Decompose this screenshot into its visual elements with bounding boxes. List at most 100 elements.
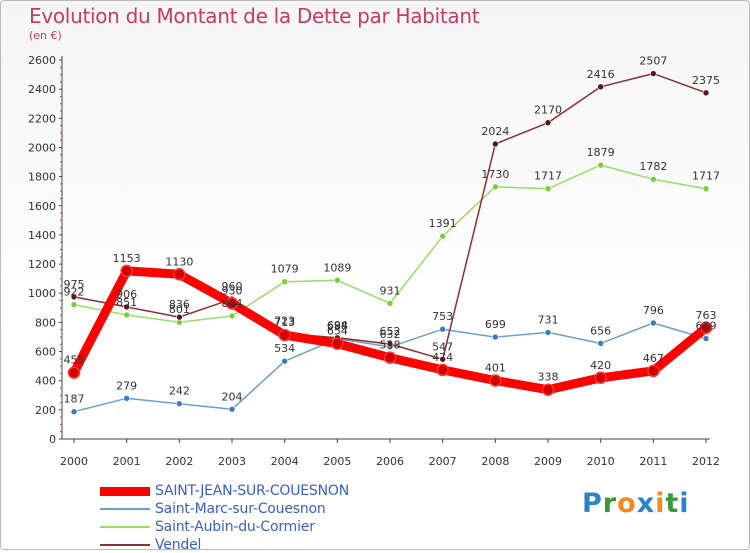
- series-point-0: [541, 383, 555, 396]
- series-point-3: [123, 303, 130, 311]
- series-point-2: [70, 301, 78, 308]
- series-markers: [67, 70, 713, 416]
- series-point-2: [228, 312, 236, 320]
- series-point-3: [70, 293, 78, 301]
- x-tick-label: 2004: [271, 455, 299, 468]
- series-point-3: [492, 140, 499, 148]
- legend-label: Saint-Marc-sur-Couesnon: [155, 501, 326, 517]
- data-label-1: 204: [222, 390, 243, 403]
- data-label-0: 713: [274, 316, 295, 329]
- data-label-2: 1782: [639, 160, 667, 173]
- y-tick-label: 1200: [28, 258, 56, 271]
- series-point-2: [650, 175, 657, 183]
- series-line-3: [73, 72, 707, 361]
- series-point-2: [281, 278, 288, 286]
- data-label-0: 654: [327, 325, 348, 338]
- series-point-3: [650, 70, 657, 77]
- series-point-1: [123, 395, 130, 402]
- series-point-1: [597, 340, 604, 347]
- data-label-3: 694: [327, 319, 348, 332]
- data-label-0: 338: [538, 371, 559, 384]
- series-point-2: [439, 232, 446, 240]
- series-point-2: [123, 311, 130, 319]
- y-tick-label: 200: [35, 404, 56, 417]
- data-label-0: 401: [485, 362, 506, 375]
- series-point-0: [120, 264, 133, 278]
- series-point-0: [173, 268, 186, 281]
- y-tick-label: 600: [35, 346, 56, 359]
- data-label-3: 906: [116, 288, 137, 301]
- x-tick-label: 2010: [587, 455, 615, 468]
- logo-letter: i: [655, 488, 666, 519]
- data-label-2: 851: [116, 296, 137, 309]
- y-tick-label: 1400: [28, 229, 56, 242]
- series-point-3: [386, 340, 394, 348]
- legend-swatch: [100, 544, 150, 546]
- series-point-1: [492, 333, 499, 341]
- x-tick-label: 2001: [113, 455, 141, 468]
- series-point-0: [647, 364, 660, 378]
- data-label-3: 2416: [587, 68, 615, 81]
- data-label-2: 922: [64, 286, 85, 299]
- data-label-0: 467: [643, 352, 664, 365]
- data-label-0: 1153: [113, 252, 141, 265]
- series-point-0: [225, 297, 239, 310]
- series-point-3: [702, 89, 710, 97]
- logo-letter: i: [679, 488, 690, 519]
- data-label-2: 801: [169, 303, 190, 316]
- y-tick-label: 1600: [28, 200, 56, 213]
- series-point-0: [278, 328, 291, 342]
- data-label-2: 844: [222, 297, 243, 310]
- data-label-3: 2024: [481, 125, 509, 138]
- series-point-2: [597, 161, 604, 169]
- logo-letter: x: [636, 488, 656, 519]
- x-tick-label: 2005: [323, 455, 351, 468]
- data-label-3: 975: [64, 278, 85, 291]
- x-tick-label: 2000: [60, 455, 88, 468]
- data-label-2: 931: [380, 284, 401, 297]
- series-point-1: [439, 325, 446, 333]
- data-label-3: 960: [222, 280, 243, 293]
- series-point-2: [334, 276, 341, 284]
- x-tick-label: 2012: [692, 455, 720, 468]
- data-label-2: 1717: [534, 170, 562, 183]
- data-label-0: 558: [380, 339, 401, 352]
- logo-letter: r: [602, 488, 618, 519]
- data-label-3: 2375: [692, 74, 720, 87]
- chart-subtitle: (en €): [29, 29, 62, 42]
- data-label-0: 930: [222, 284, 243, 297]
- logo-letter: t: [665, 488, 680, 519]
- data-label-0: 1130: [165, 255, 193, 268]
- legend-swatch: [100, 486, 150, 496]
- data-label-1: 688: [327, 320, 348, 333]
- series-point-1: [702, 335, 710, 342]
- series-point-2: [544, 185, 552, 193]
- x-tick-label: 2007: [429, 455, 457, 468]
- y-tick-label: 2200: [28, 112, 56, 125]
- data-label-1: 689: [696, 320, 717, 333]
- data-label-2: 1079: [271, 263, 299, 276]
- y-tick-label: 0: [49, 433, 56, 446]
- y-tick-label: 1000: [28, 287, 56, 300]
- data-label-1: 796: [643, 304, 664, 317]
- y-tick-label: 2600: [28, 54, 56, 67]
- data-label-2: 1879: [587, 146, 615, 159]
- y-tick-label: 2400: [28, 83, 56, 96]
- series-point-0: [383, 351, 397, 364]
- data-label-3: 2507: [639, 55, 667, 68]
- data-label-1: 187: [64, 393, 85, 406]
- series-point-1: [281, 357, 288, 365]
- y-tick-label: 400: [35, 375, 56, 388]
- series-point-0: [594, 371, 607, 385]
- series-point-3: [176, 313, 183, 321]
- series-point-0: [489, 374, 502, 387]
- legend-swatch: [100, 526, 150, 528]
- y-tick-label: 2000: [28, 141, 56, 154]
- data-label-1: 242: [169, 385, 190, 398]
- x-tick-label: 2009: [534, 455, 562, 468]
- data-label-1: 279: [116, 379, 137, 392]
- series-point-1: [70, 408, 78, 416]
- data-label-1: 699: [485, 318, 506, 331]
- data-label-0: 763: [696, 309, 717, 322]
